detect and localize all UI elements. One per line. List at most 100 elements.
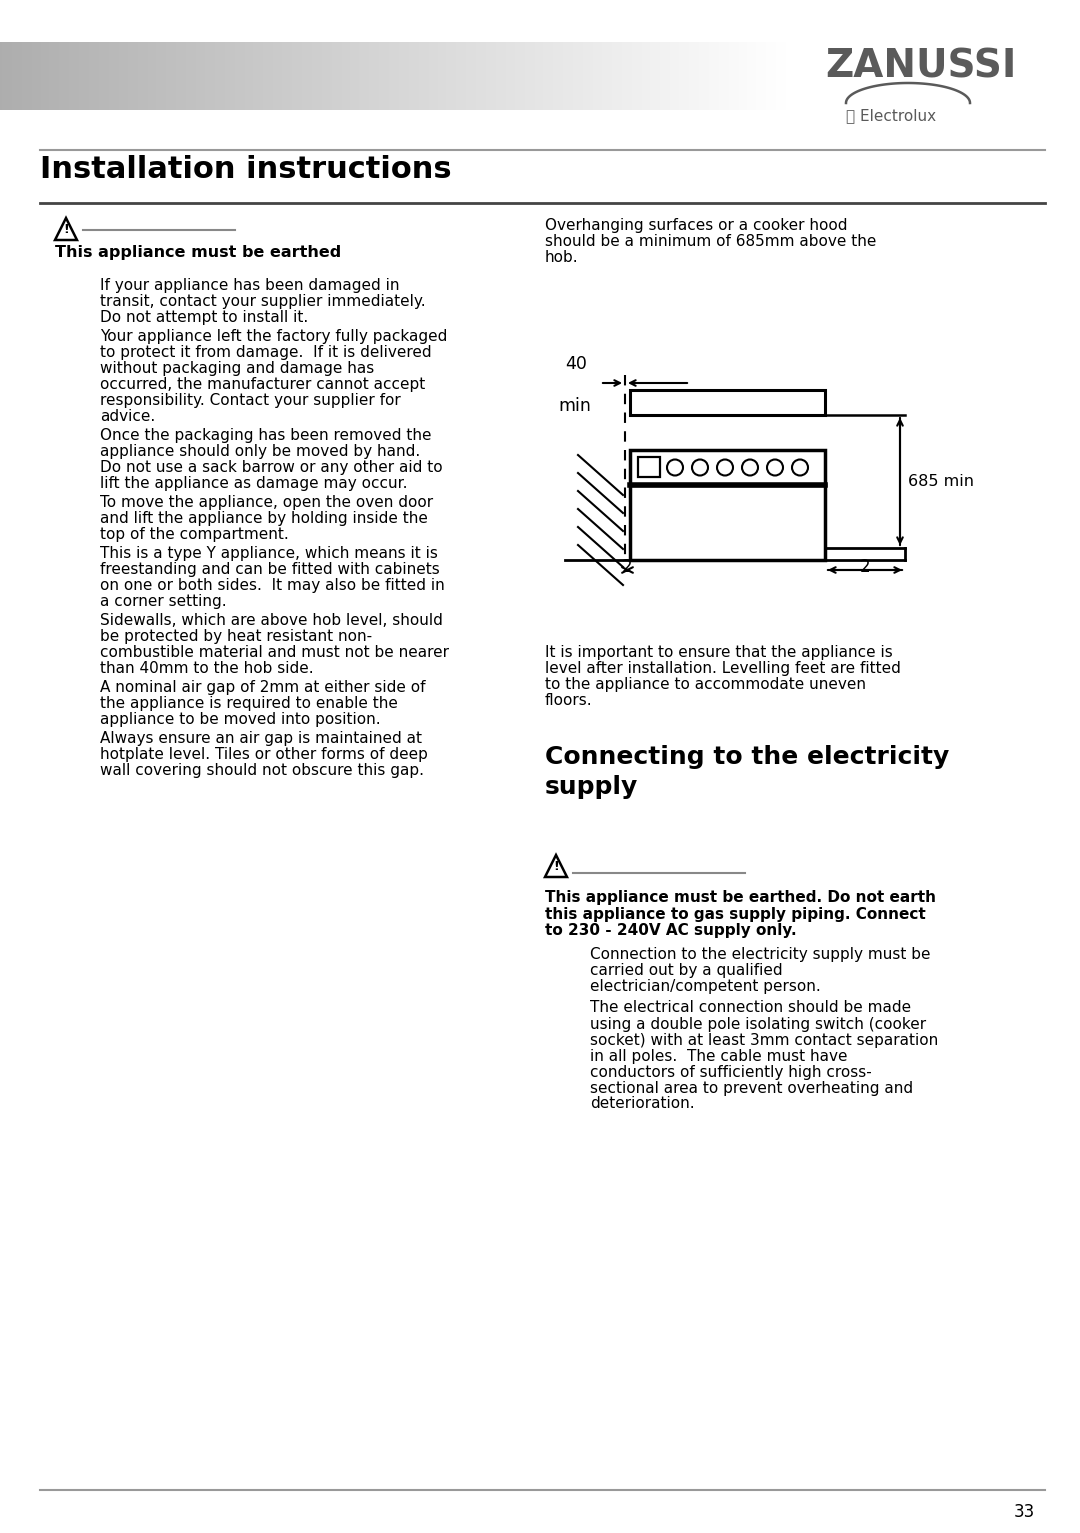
- Bar: [314, 41, 316, 110]
- Bar: [751, 41, 753, 110]
- Bar: [200, 41, 202, 110]
- Bar: [239, 41, 241, 110]
- Bar: [460, 41, 462, 110]
- Bar: [255, 41, 257, 110]
- Bar: [474, 41, 476, 110]
- Bar: [328, 41, 329, 110]
- Bar: [774, 41, 777, 110]
- Bar: [19, 41, 22, 110]
- Bar: [596, 41, 598, 110]
- Bar: [638, 457, 660, 477]
- Bar: [355, 41, 357, 110]
- Bar: [288, 41, 291, 110]
- Text: floors.: floors.: [545, 693, 593, 708]
- Bar: [369, 41, 372, 110]
- Bar: [513, 41, 515, 110]
- Bar: [720, 41, 723, 110]
- Bar: [306, 41, 308, 110]
- Bar: [494, 41, 496, 110]
- Bar: [699, 41, 701, 110]
- Text: transit, contact your supplier immediately.: transit, contact your supplier immediate…: [100, 294, 426, 310]
- Bar: [478, 41, 480, 110]
- Bar: [500, 41, 501, 110]
- Bar: [753, 41, 755, 110]
- Text: !: !: [63, 222, 69, 236]
- Bar: [508, 41, 510, 110]
- Bar: [379, 41, 381, 110]
- Bar: [496, 41, 498, 110]
- Bar: [170, 41, 172, 110]
- Bar: [490, 41, 491, 110]
- Bar: [434, 41, 436, 110]
- Text: to 230 - 240V AC supply only.: to 230 - 240V AC supply only.: [545, 923, 797, 938]
- Bar: [97, 41, 98, 110]
- Text: without packaging and damage has: without packaging and damage has: [100, 360, 375, 376]
- Bar: [581, 41, 582, 110]
- Bar: [98, 41, 100, 110]
- Bar: [443, 41, 444, 110]
- Bar: [12, 41, 14, 110]
- Bar: [606, 41, 608, 110]
- Text: electrician/competent person.: electrician/competent person.: [590, 980, 821, 995]
- Bar: [501, 41, 503, 110]
- Text: 685 min: 685 min: [908, 474, 974, 489]
- Bar: [600, 41, 603, 110]
- Bar: [446, 41, 448, 110]
- Bar: [421, 41, 422, 110]
- Bar: [768, 41, 770, 110]
- Bar: [274, 41, 276, 110]
- Bar: [515, 41, 517, 110]
- Bar: [486, 41, 488, 110]
- Bar: [563, 41, 565, 110]
- Text: should be a minimum of 685mm above the: should be a minimum of 685mm above the: [545, 235, 876, 248]
- Bar: [417, 41, 419, 110]
- Bar: [663, 41, 665, 110]
- Bar: [215, 41, 217, 110]
- Bar: [686, 41, 687, 110]
- Bar: [626, 41, 629, 110]
- Bar: [705, 41, 707, 110]
- Bar: [346, 41, 348, 110]
- Bar: [687, 41, 689, 110]
- Bar: [567, 41, 569, 110]
- Bar: [214, 41, 215, 110]
- Bar: [744, 41, 746, 110]
- Bar: [407, 41, 409, 110]
- Bar: [158, 41, 160, 110]
- Bar: [610, 41, 612, 110]
- Bar: [453, 41, 455, 110]
- Bar: [732, 41, 734, 110]
- Bar: [338, 41, 340, 110]
- Bar: [622, 41, 624, 110]
- Bar: [286, 41, 288, 110]
- Bar: [589, 41, 591, 110]
- Bar: [73, 41, 75, 110]
- Text: Your appliance left the factory fully packaged: Your appliance left the factory fully pa…: [100, 330, 447, 343]
- Bar: [397, 41, 399, 110]
- Bar: [584, 41, 586, 110]
- Bar: [85, 41, 86, 110]
- Bar: [367, 41, 369, 110]
- Bar: [517, 41, 519, 110]
- Bar: [422, 41, 424, 110]
- Bar: [429, 41, 431, 110]
- Bar: [559, 41, 561, 110]
- Text: Always ensure an air gap is maintained at: Always ensure an air gap is maintained a…: [100, 731, 422, 747]
- Bar: [679, 41, 681, 110]
- Bar: [684, 41, 686, 110]
- Bar: [617, 41, 618, 110]
- Text: and lift the appliance by holding inside the: and lift the appliance by holding inside…: [100, 510, 428, 526]
- Bar: [620, 41, 622, 110]
- Bar: [207, 41, 210, 110]
- Bar: [152, 41, 154, 110]
- Bar: [0, 41, 2, 110]
- Bar: [636, 41, 638, 110]
- Bar: [198, 41, 200, 110]
- Bar: [341, 41, 343, 110]
- Bar: [105, 41, 107, 110]
- Bar: [26, 41, 28, 110]
- Bar: [630, 451, 825, 560]
- Text: than 40mm to the hob side.: than 40mm to the hob side.: [100, 661, 313, 676]
- Bar: [350, 41, 352, 110]
- Bar: [4, 41, 5, 110]
